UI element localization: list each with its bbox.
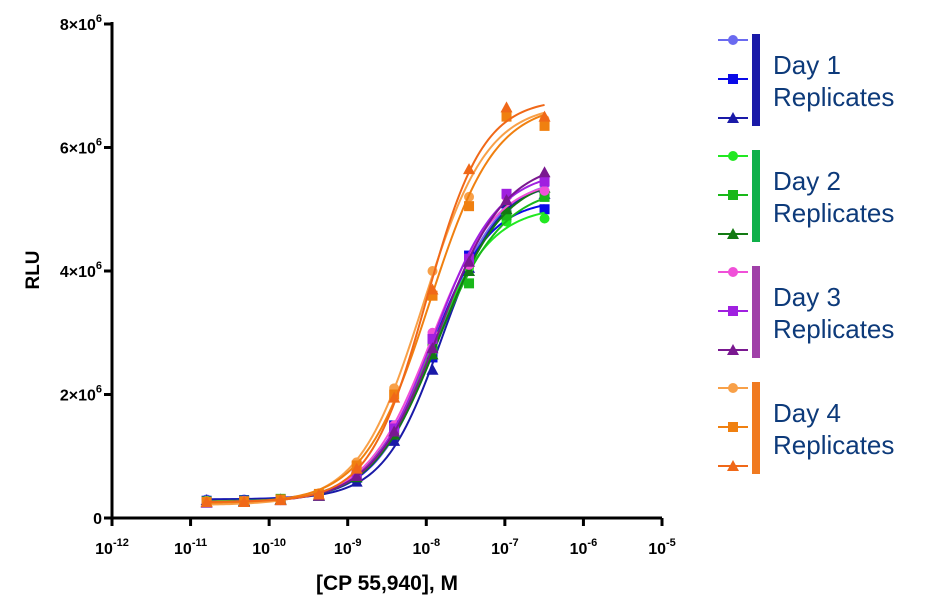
data-point-triangle (426, 342, 439, 354)
data-point-triangle (538, 110, 551, 122)
x-axis-title: [CP 55,940], M (316, 572, 458, 595)
data-point-triangle (500, 193, 513, 205)
legend-marker-square (728, 190, 738, 200)
x-tick-label: 10-8 (412, 537, 440, 558)
data-point-triangle (463, 265, 476, 276)
x-tick-label: 10-12 (95, 537, 129, 558)
data-point-triangle (500, 101, 513, 113)
y-axis-title: RLU (23, 250, 44, 289)
data-point-square (539, 204, 550, 215)
data-point-circle (539, 185, 550, 196)
data-point-triangle (274, 494, 287, 506)
series-group-day-4 (200, 101, 551, 507)
legend-group-bar (752, 34, 760, 126)
legend-label-line1: Day 3 (773, 282, 841, 312)
x-tick-label: 10-11 (174, 537, 207, 558)
legend-label-line2: Replicates (773, 430, 894, 460)
legend-label-line2: Replicates (773, 198, 894, 228)
legend-group-bar (752, 382, 760, 474)
y-tick-label: 6×106 (60, 137, 102, 158)
legend-marker-triangle (727, 460, 739, 471)
data-point-square (501, 111, 512, 122)
y-tick-label: 8×106 (60, 13, 102, 34)
legend-label-line1: Day 1 (773, 50, 841, 80)
data-point-triangle (350, 462, 363, 474)
data-point-triangle (350, 470, 363, 482)
data-point-triangle (426, 363, 439, 375)
data-point-square (501, 188, 512, 199)
data-point-triangle (388, 425, 401, 437)
x-tick-label: 10-10 (252, 537, 286, 558)
legend-group-bar (752, 150, 760, 242)
data-point-square (501, 210, 512, 221)
legend-marker-square (728, 306, 738, 316)
x-tick-label: 10-7 (491, 537, 519, 558)
fit-curve (206, 111, 545, 506)
legend-marker-triangle (727, 344, 739, 355)
legend-marker-circle (728, 151, 738, 161)
data-point-square (464, 201, 475, 212)
legend-label-line1: Day 4 (773, 398, 841, 428)
data-point-triangle (312, 488, 325, 500)
legend-marker-circle (728, 35, 738, 45)
y-tick-label: 4×106 (60, 260, 102, 281)
data-point-triangle (426, 283, 439, 295)
data-point-triangle (200, 495, 213, 507)
data-point-square (427, 333, 438, 344)
x-axis: 10-12 10-11 10-10 10-9 10-8 10-7 10-6 10-5 (95, 516, 676, 558)
legend-marker-circle (728, 383, 738, 393)
legend-marker-circle (728, 267, 738, 277)
legend-marker-triangle (727, 228, 739, 239)
fit-curve (206, 103, 545, 503)
legend-marker-square (728, 422, 738, 432)
legend-marker-square (728, 74, 738, 84)
legend-label-line2: Replicates (773, 82, 894, 112)
x-tick-label: 10-5 (648, 537, 676, 558)
data-point-square (539, 191, 550, 202)
data-point-circle (539, 213, 550, 224)
legend-group-bar (752, 266, 760, 358)
data-point-triangle (500, 203, 513, 215)
y-tick-label: 2×106 (60, 384, 102, 405)
data-point-triangle (538, 166, 551, 178)
y-tick-label: 0 (93, 511, 102, 528)
data-point-triangle (238, 495, 251, 507)
fit-curve (206, 187, 545, 501)
data-point-square (464, 278, 475, 289)
data-point-square (539, 176, 550, 187)
data-point-triangle (463, 255, 476, 267)
y-axis: 0 2×106 4×106 6×106 8×106 (60, 13, 114, 528)
data-point-square (539, 120, 550, 131)
legend-label-line1: Day 2 (773, 166, 841, 196)
data-point-triangle (388, 391, 401, 403)
plot-area (200, 101, 551, 508)
legend-marker-triangle (727, 112, 739, 123)
x-tick-label: 10-9 (334, 537, 362, 558)
x-tick-label: 10-6 (570, 537, 598, 558)
legend-label-line2: Replicates (773, 314, 894, 344)
data-point-square (427, 290, 438, 301)
data-point-triangle (388, 434, 401, 446)
data-point-triangle (463, 163, 476, 175)
